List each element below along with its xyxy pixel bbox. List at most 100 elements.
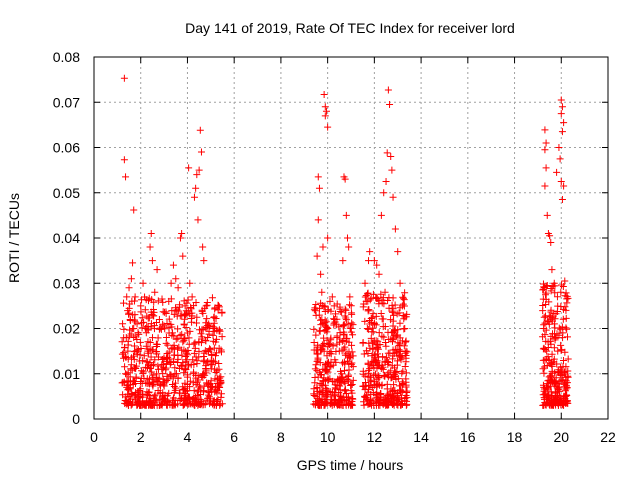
- data-point: [543, 211, 551, 219]
- data-point: [310, 325, 318, 333]
- data-point: [191, 396, 199, 404]
- data-point: [158, 356, 166, 364]
- y-tick-label: 0.07: [53, 94, 80, 110]
- data-point: [184, 296, 192, 304]
- data-point: [376, 393, 384, 401]
- data-point: [541, 390, 549, 398]
- x-tick-label: 10: [320, 429, 336, 445]
- data-point: [196, 126, 204, 134]
- data-point: [142, 398, 150, 406]
- data-point: [332, 385, 340, 393]
- data-point: [153, 370, 161, 378]
- data-point: [124, 355, 132, 363]
- data-point: [379, 315, 387, 323]
- data-point: [367, 377, 375, 385]
- data-point: [331, 381, 339, 389]
- x-tick-label: 4: [184, 429, 192, 445]
- data-point: [562, 391, 570, 399]
- data-point: [127, 275, 135, 283]
- data-point: [365, 385, 373, 393]
- x-axis-label: GPS time / hours: [297, 457, 404, 473]
- data-point: [124, 382, 132, 390]
- data-point: [364, 307, 372, 315]
- data-point: [120, 74, 128, 82]
- data-point: [158, 361, 166, 369]
- data-point: [324, 376, 332, 384]
- data-point: [342, 306, 350, 314]
- data-point: [390, 381, 398, 389]
- data-point: [362, 297, 370, 305]
- data-point: [561, 392, 569, 400]
- data-point: [213, 386, 221, 394]
- data-point: [163, 319, 171, 327]
- data-point: [194, 401, 202, 409]
- data-point: [161, 391, 169, 399]
- data-point: [555, 392, 563, 400]
- data-point: [210, 313, 218, 321]
- data-point: [312, 361, 320, 369]
- data-point: [339, 393, 347, 401]
- data-point: [213, 335, 221, 343]
- data-point: [310, 338, 318, 346]
- chart-title: Day 141 of 2019, Rate Of TEC Index for r…: [185, 20, 515, 36]
- data-point: [159, 396, 167, 404]
- data-point: [318, 341, 326, 349]
- data-point: [139, 357, 147, 365]
- data-point: [560, 182, 568, 190]
- data-point: [368, 401, 376, 409]
- data-point: [320, 91, 328, 99]
- data-point: [193, 171, 201, 179]
- data-point: [215, 303, 223, 311]
- data-point: [120, 334, 128, 342]
- x-tick-label: 12: [367, 429, 383, 445]
- data-point: [179, 338, 187, 346]
- x-tick-label: 8: [277, 429, 285, 445]
- data-point: [182, 358, 190, 366]
- data-point: [348, 389, 356, 397]
- data-point: [360, 398, 368, 406]
- data-point: [193, 357, 201, 365]
- data-point: [342, 314, 350, 322]
- data-point: [347, 325, 355, 332]
- data-point: [399, 300, 407, 308]
- y-tick-label: 0.01: [53, 366, 80, 382]
- data-point: [541, 356, 549, 364]
- data-point: [403, 387, 411, 395]
- data-point: [398, 337, 406, 345]
- data-point: [340, 358, 348, 366]
- data-point: [118, 350, 126, 358]
- data-point: [167, 279, 175, 287]
- data-point: [343, 357, 351, 365]
- data-point: [121, 363, 129, 371]
- data-point: [194, 371, 202, 379]
- data-point: [322, 399, 330, 407]
- data-point: [172, 307, 180, 315]
- data-point: [188, 318, 196, 326]
- data-point: [361, 279, 369, 287]
- data-point: [168, 323, 176, 331]
- data-point: [190, 349, 198, 357]
- data-point: [171, 364, 179, 372]
- data-point: [312, 311, 320, 319]
- data-point: [151, 288, 159, 296]
- data-point: [394, 326, 402, 334]
- data-point: [562, 324, 570, 332]
- data-point: [387, 367, 395, 375]
- data-point: [321, 377, 329, 385]
- data-point: [137, 308, 145, 316]
- data-point: [314, 373, 322, 381]
- data-point: [373, 388, 381, 396]
- data-point: [338, 308, 346, 316]
- data-point: [318, 288, 326, 296]
- data-point: [558, 400, 566, 408]
- data-point: [320, 339, 328, 347]
- y-tick-labels: 0 0.01 0.02 0.03 0.04 0.05 0.06 0.07 0.08: [53, 49, 80, 427]
- data-point: [185, 400, 193, 408]
- data-point: [344, 320, 352, 328]
- data-point: [125, 398, 133, 406]
- data-point: [199, 400, 207, 408]
- data-point: [563, 384, 571, 392]
- data-point: [210, 397, 218, 405]
- data-point: [399, 379, 407, 387]
